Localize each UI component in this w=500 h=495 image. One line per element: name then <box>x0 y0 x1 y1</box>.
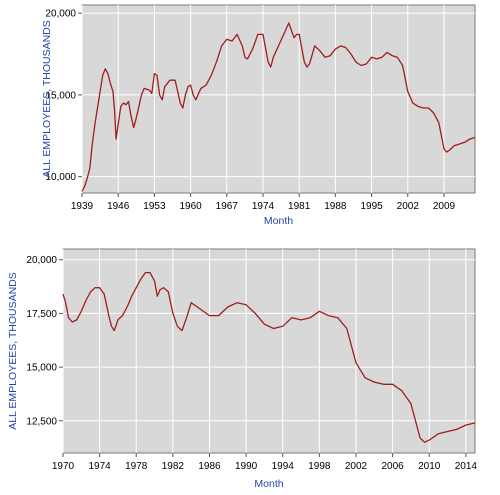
chart1-xtick-label-1953: 1953 <box>143 201 166 212</box>
chart1-xtick-label-1995: 1995 <box>360 201 383 212</box>
chart1-xtick-label-2009: 2009 <box>433 201 456 212</box>
chart1-ytick-label-15000: 15,000 <box>45 90 76 101</box>
chart1-xtick-label-1939: 1939 <box>71 201 94 212</box>
chart1-xtick-label-1960: 1960 <box>179 201 202 212</box>
chart2-xtick-label-1970: 1970 <box>52 461 75 472</box>
chart2-xtick-label-1998: 1998 <box>308 461 331 472</box>
chart2-series-line-1 <box>62 271 476 443</box>
chart1-plot-area <box>81 4 476 194</box>
chart2-xtick-label-1978: 1978 <box>125 461 148 472</box>
chart1-y-axis-title: ALL EMPLOYEES, THOUSANDS <box>41 20 53 178</box>
chart2-y-axis-title: ALL EMPLOYEES, THOUSANDS <box>7 272 19 430</box>
chart2-xtick-label-1974: 1974 <box>88 461 111 472</box>
chart2-xtick-label-2002: 2002 <box>345 461 368 472</box>
chart1-xtick-label-1988: 1988 <box>324 201 347 212</box>
chart1-ytick-label-10000: 10,000 <box>45 172 76 183</box>
chart2-ytick-label-15000: 15,000 <box>26 363 57 374</box>
chart1-xtick-label-1946: 1946 <box>107 201 130 212</box>
chart2-ytick-label-12500: 12,500 <box>26 416 57 427</box>
chart2-xtick-label-2014: 2014 <box>455 461 478 472</box>
chart2-ytick-label-17500: 17,500 <box>26 309 57 320</box>
chart1-xtick-label-1967: 1967 <box>216 201 239 212</box>
chart1-x-axis-title: Month <box>264 215 293 227</box>
chart1-xtick-label-2002: 2002 <box>397 201 420 212</box>
chart1-series-line-1 <box>81 22 476 192</box>
chart2-xtick-label-1982: 1982 <box>162 461 185 472</box>
chart2-xtick-label-1986: 1986 <box>198 461 221 472</box>
chart2-x-axis-title: Month <box>254 478 283 490</box>
chart2-xtick-label-2010: 2010 <box>418 461 441 472</box>
chart2-plot-area <box>62 248 476 454</box>
chart2-xtick-label-2006: 2006 <box>381 461 404 472</box>
chart1-ytick-label-20000: 20,000 <box>45 9 76 20</box>
chart2-xtick-label-1994: 1994 <box>272 461 295 472</box>
chart1-xtick-label-1974: 1974 <box>252 201 275 212</box>
chart2-xtick-label-1990: 1990 <box>235 461 258 472</box>
chart1-xtick-label-1981: 1981 <box>288 201 311 212</box>
chart2-ytick-label-20000: 20,000 <box>26 255 57 266</box>
